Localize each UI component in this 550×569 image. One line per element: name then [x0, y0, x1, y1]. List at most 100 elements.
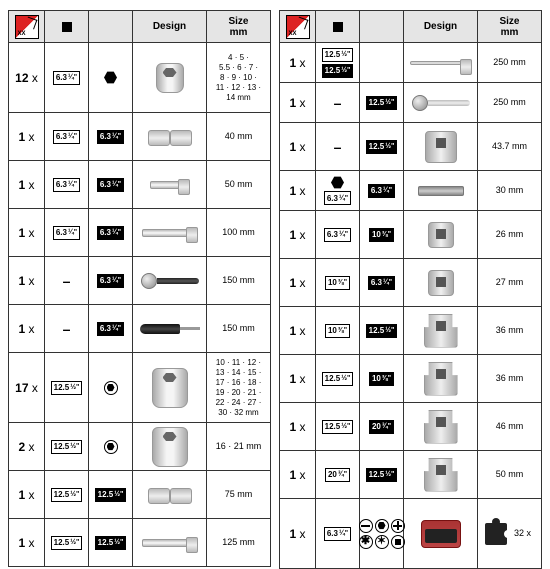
type-cell: 12.5½" [360, 83, 404, 123]
size-cell: 4 · 5 · 5.5 · 6 · 7 · 8 · 9 · 10 · 11 · … [207, 43, 271, 113]
dash-icon: – [63, 273, 71, 289]
size-text: 27 mm [478, 275, 541, 290]
type-cell: 6.3¼" [360, 171, 404, 211]
quantity: 1 x [289, 324, 305, 338]
drive-tag: 12.5½" [51, 536, 83, 550]
drive-tag-inverted: 12.5½" [366, 468, 398, 482]
quantity: 1 x [18, 178, 34, 192]
design-cell [404, 403, 478, 451]
size-text: 50 mm [478, 467, 541, 482]
table-row: 1 x 6.3¼" 6.3¼" 50 mm [9, 161, 271, 209]
drive-tag: 6.3¼" [324, 228, 351, 242]
drive-cell: 12.5½" [45, 353, 89, 423]
drive-tag: 10⅜" [325, 276, 350, 290]
size-text: 100 mm [207, 225, 270, 240]
table-row: 1 x12.5½"20¾"46 mm [280, 403, 542, 451]
type-cell [89, 423, 133, 471]
adapter-icon [404, 355, 477, 402]
type-cell: 6.3¼" [89, 113, 133, 161]
dash-icon: – [334, 95, 342, 111]
ratchet-icon [404, 83, 477, 122]
size-cell: 150 mm [207, 305, 271, 353]
quantity: 1 x [18, 274, 34, 288]
size-cell: 250 mm [478, 83, 542, 123]
design-cell [133, 209, 207, 257]
quantity: 1 x [289, 184, 305, 198]
adapter-icon [404, 307, 477, 354]
size-cell: 50 mm [207, 161, 271, 209]
drive-tag: 6.3¼" [324, 191, 351, 205]
drive-tag-inverted: 10⅜" [369, 372, 394, 386]
hdr-qty [9, 11, 45, 43]
drive-square-icon [333, 22, 343, 32]
bit-holder-icon [404, 171, 477, 210]
drive-tag: 6.3¼" [53, 71, 80, 85]
hdr-type [360, 11, 404, 43]
type-cell: 6.3¼" [89, 257, 133, 305]
extension-bar-icon [404, 43, 477, 82]
size-text: 36 mm [478, 371, 541, 386]
drive-cell: 6.3¼" [45, 209, 89, 257]
size-text: 43.7 mm [478, 139, 541, 154]
adapter-icon [404, 451, 477, 498]
socket-icon [133, 423, 206, 470]
design-cell [404, 307, 478, 355]
type-cell [89, 353, 133, 423]
hdr-type [89, 11, 133, 43]
size-text: 16 · 21 mm [207, 439, 270, 454]
table-row: 1 x10⅜"12.5½"36 mm [280, 307, 542, 355]
quantity: 1 x [289, 140, 305, 154]
size-text: 250 mm [478, 55, 541, 70]
type-cell: 10⅜" [360, 355, 404, 403]
table-row: 2 x12.5½"16 · 21 mm [9, 423, 271, 471]
quantity: 17 x [15, 381, 38, 395]
universal-joint-icon [133, 471, 206, 518]
brand-logo-icon [15, 15, 39, 39]
socket-icon [133, 353, 206, 422]
drive-tag: 12.5½" [51, 440, 83, 454]
size-text: 150 mm [207, 273, 270, 288]
drive-cell: 12.5½" [45, 519, 89, 567]
drive-tag-inverted: 12.5½" [366, 324, 398, 338]
drive-cell: 6.3¼" [45, 113, 89, 161]
drive-tag: 6.3¼" [53, 178, 80, 192]
size-cell: 26 mm [478, 211, 542, 259]
drive-tag: 6.3¼" [53, 226, 80, 240]
drive-tag-inverted: 12.5½" [95, 536, 127, 550]
quantity: 1 x [289, 228, 305, 242]
bit-case-icon [404, 499, 477, 568]
drive-cell: 6.3¼" [45, 43, 89, 113]
drive-cell: 6.3¼" [316, 171, 360, 211]
table-row: 1 x 6.3¼" 10⅜" 26 mm [280, 211, 542, 259]
table-row: 1 x6.3¼"32 x [280, 499, 542, 569]
drive-tag: 6.3¼" [53, 130, 80, 144]
drive-tag-inverted: 12.5½" [95, 488, 127, 502]
drive-tag: 12.5½" [51, 381, 83, 395]
size-cell: 27 mm [478, 259, 542, 307]
table-row: 1 x–12.5½"250 mm [280, 83, 542, 123]
size-cell: 75 mm [207, 471, 271, 519]
type-cell [360, 43, 404, 83]
quantity: 1 x [18, 536, 34, 550]
quantity: 1 x [289, 372, 305, 386]
drive-cell: – [45, 305, 89, 353]
brand-logo-icon [286, 15, 310, 39]
drive-cell: 10⅜" [316, 259, 360, 307]
design-cell [133, 471, 207, 519]
design-cell [404, 123, 478, 171]
drive-cell: 6.3¼" [316, 499, 360, 569]
design-cell [133, 257, 207, 305]
drive-tag: 20¾" [325, 468, 350, 482]
size-text: 36 mm [478, 323, 541, 338]
table-row: 1 x12.5½"12.5½"75 mm [9, 471, 271, 519]
bit-types-icon [359, 519, 405, 549]
size-cell: 10 · 11 · 12 · 13 · 14 · 15 · 17 · 16 · … [207, 353, 271, 423]
type-cell: 6.3¼" [89, 161, 133, 209]
puzzle-icon [485, 523, 507, 545]
table-row: 12 x6.3¼"4 · 5 · 5.5 · 6 · 7 · 8 · 9 · 1… [9, 43, 271, 113]
table-row: 1 x6.3¼"6.3¼"100 mm [9, 209, 271, 257]
drive-cell: 20¾" [316, 451, 360, 499]
type-cell: 10⅜" [360, 211, 404, 259]
type-cell: 6.3¼" [89, 209, 133, 257]
size-text: 10 · 11 · 12 · 13 · 14 · 15 · 17 · 16 · … [207, 356, 270, 420]
